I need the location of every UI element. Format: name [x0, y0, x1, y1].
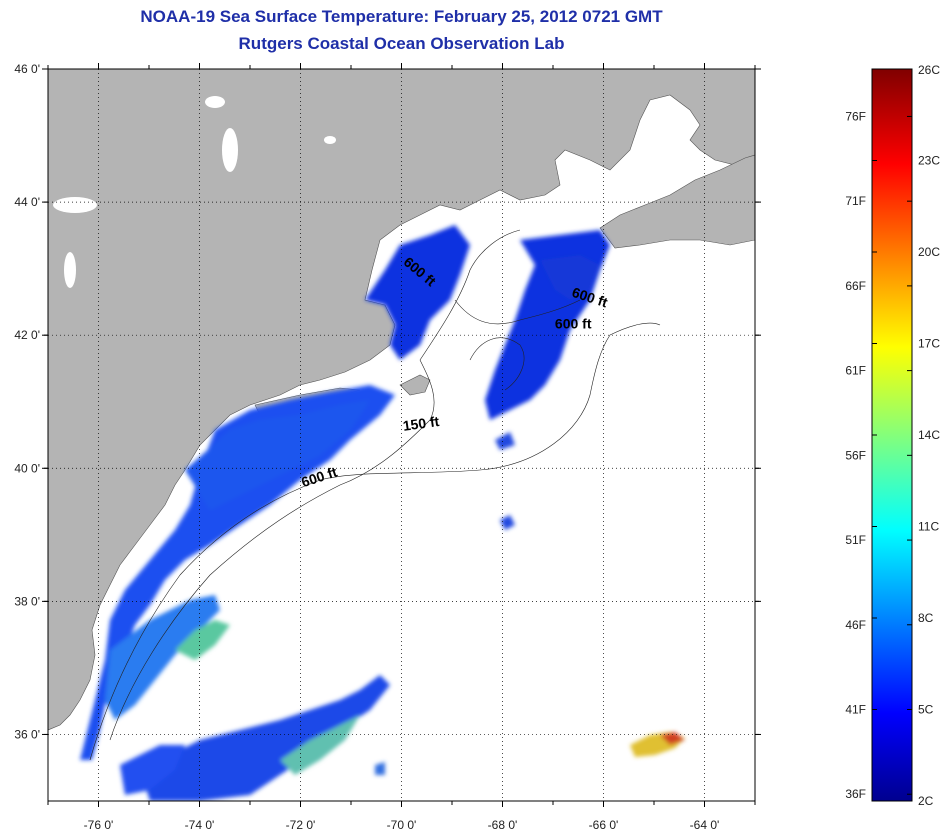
lon-tick-label: -76 0'	[84, 818, 114, 832]
axes: 46 0' 44 0' 42 0' 40 0' 38 0' 36 0' -76 0' -74 …	[14, 62, 761, 832]
lat-tick-label: 38 0'	[14, 594, 40, 608]
land-nova-scotia	[599, 154, 755, 249]
lat-tick-label: 46 0'	[14, 62, 40, 76]
colorbar-celsius-label: 11C	[918, 520, 939, 534]
colorbar-celsius-label: 23C	[918, 154, 940, 168]
contour-label: 150 ft	[402, 413, 441, 434]
lat-tick-label: 36 0'	[14, 727, 40, 741]
colorbar-labels: 26C 23C 20C 17C 14C 11C 8C 5C 2C 76F 71F 66F 61F 56F 5…	[845, 63, 940, 808]
lon-tick-label: -66 0'	[589, 818, 619, 832]
colorbar-celsius-label: 20C	[918, 245, 940, 259]
colorbar-celsius-label: 8C	[918, 611, 934, 625]
lat-tick-label: 40 0'	[14, 461, 40, 475]
lon-tick-label: -64 0'	[690, 818, 720, 832]
lon-tick-label: -74 0'	[185, 818, 215, 832]
contour-label: 600 ft	[555, 316, 592, 332]
lake	[324, 136, 336, 144]
lon-tick-label: -70 0'	[387, 818, 417, 832]
colorbar-fahrenheit-label: 56F	[845, 448, 866, 462]
lake	[205, 96, 225, 108]
land-cape-cod	[399, 374, 431, 396]
sst-coverage	[80, 225, 685, 801]
colorbar-fahrenheit-label: 51F	[845, 533, 866, 547]
colorbar-celsius-label: 17C	[918, 337, 940, 351]
colorbar-fahrenheit-label: 71F	[845, 194, 866, 208]
lon-tick-label: -72 0'	[286, 818, 316, 832]
lake	[64, 252, 76, 288]
colorbar-fahrenheit-label: 66F	[845, 279, 866, 293]
lat-tick-label: 44 0'	[14, 195, 40, 209]
map-title: NOAA-19 Sea Surface Temperature: Februar…	[140, 7, 663, 26]
colorbar-fahrenheit-label: 41F	[845, 703, 866, 717]
colorbar-fahrenheit-label: 76F	[845, 109, 866, 123]
lon-tick-label: -68 0'	[488, 818, 518, 832]
lake	[222, 128, 238, 172]
map-subtitle: Rutgers Coastal Ocean Observation Lab	[238, 34, 565, 53]
colorbar-fahrenheit-label: 46F	[845, 618, 866, 632]
lat-tick-label: 42 0'	[14, 328, 40, 342]
colorbar-fahrenheit-label: 36F	[845, 787, 866, 801]
colorbar-celsius-label: 5C	[918, 703, 934, 717]
colorbar-celsius-label: 26C	[918, 63, 940, 77]
bathymetry-contours	[89, 229, 661, 761]
colorbar-celsius-label: 2C	[918, 794, 934, 808]
colorbar-celsius-label: 14C	[918, 428, 940, 442]
colorbar	[871, 68, 913, 802]
colorbar-fahrenheit-label: 61F	[845, 364, 866, 378]
lake	[53, 197, 97, 213]
